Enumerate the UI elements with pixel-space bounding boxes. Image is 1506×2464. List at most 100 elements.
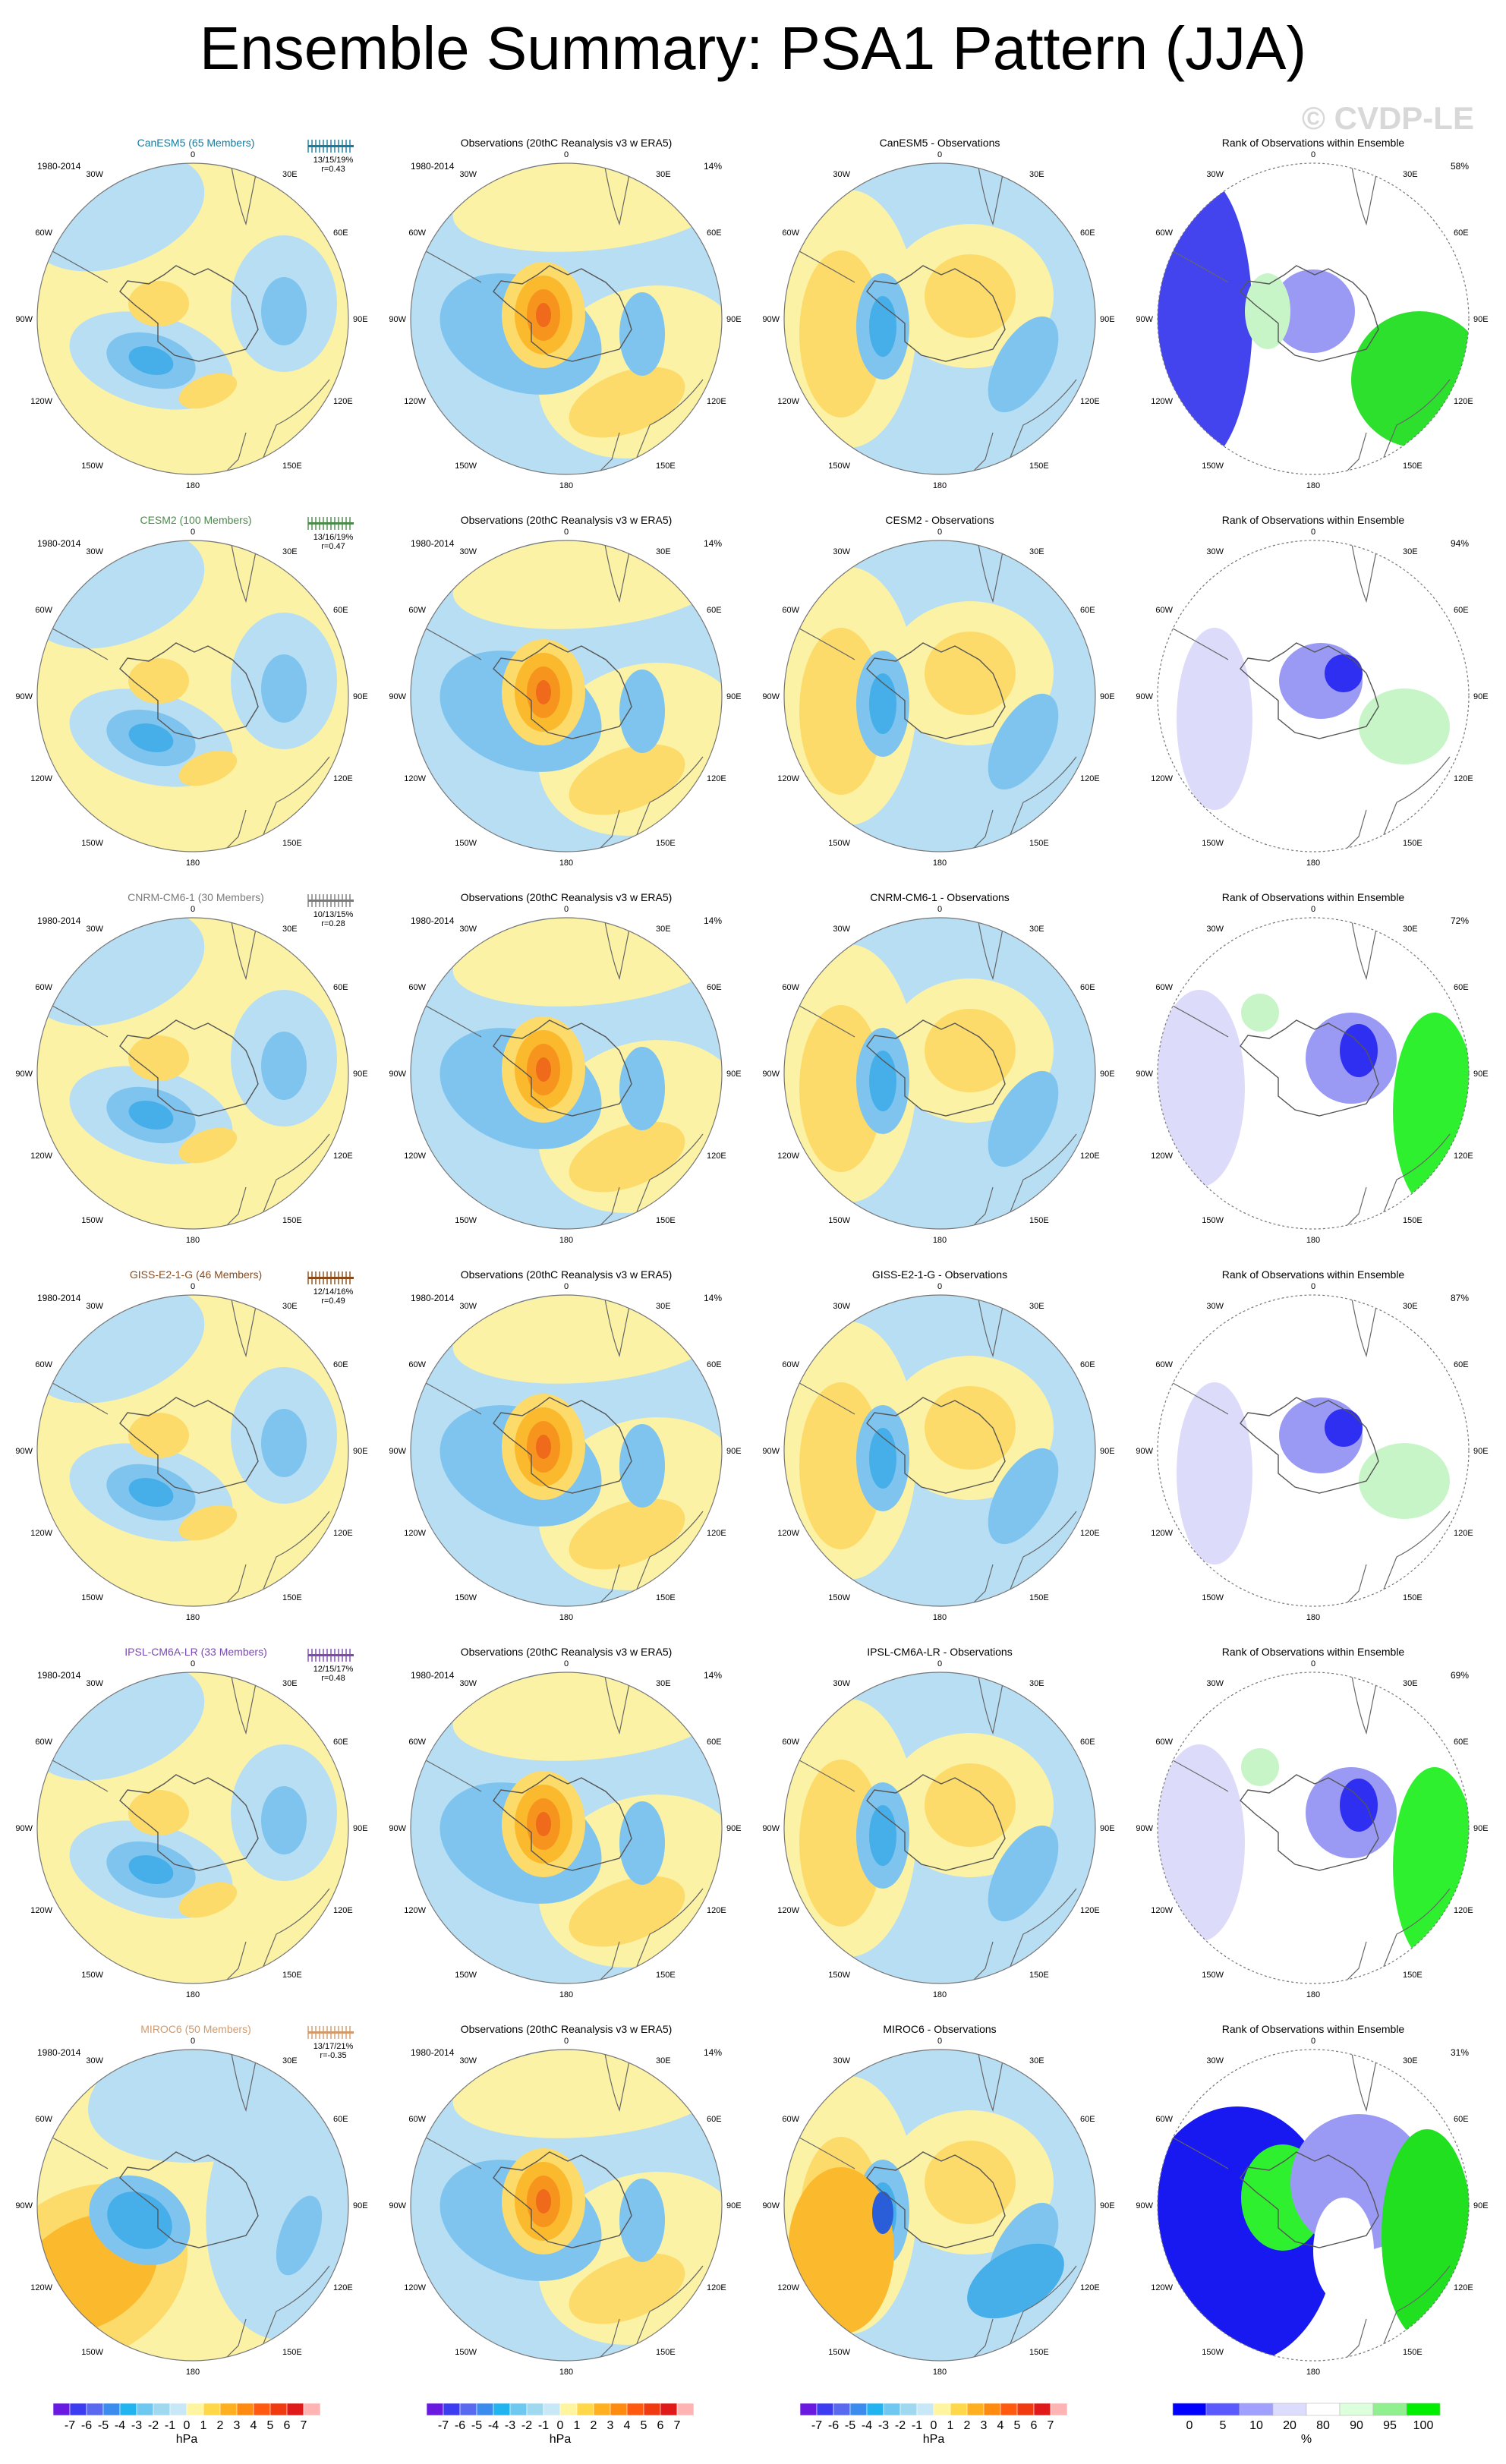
- australia-coastline: [260, 1888, 330, 1973]
- tick-label-150w: 150W: [455, 1216, 477, 1225]
- tick-label-120w: 120W: [777, 774, 799, 783]
- row-canesm5: CanESM5 (65 Members) 13/15/19%r=0.43 0 180 3…: [15, 137, 1488, 490]
- tick-label-60e: 60E: [333, 983, 348, 992]
- tick-label-0: 0: [1311, 150, 1315, 159]
- tick-label-90e: 90E: [1100, 1447, 1115, 1456]
- colorbar-swatch: [1205, 2403, 1240, 2416]
- tick-label-150e: 150E: [1403, 1971, 1423, 1980]
- correlation-label: r=0.28: [321, 919, 345, 928]
- africa-coastline: [603, 2050, 632, 2113]
- tick-label-0: 0: [564, 1282, 569, 1291]
- rank-cell: [1241, 994, 1279, 1032]
- tick-label-90w: 90W: [15, 692, 33, 701]
- contour-blue: [988, 1825, 1059, 1922]
- contour-yellow: [178, 1127, 238, 1164]
- tick-label-60w: 60W: [35, 983, 52, 992]
- colorbar-swatch: [303, 2403, 321, 2416]
- new-zealand-coastline: [973, 1186, 994, 1226]
- tick-label-180: 180: [559, 1990, 573, 1999]
- contour-blue: [128, 1477, 174, 1508]
- australia-coastline: [260, 1133, 330, 1218]
- tick-label-30w: 30W: [1206, 1302, 1224, 1311]
- contour-red: [536, 1435, 551, 1459]
- map-boundary: [410, 162, 723, 475]
- tick-label-0: 0: [191, 1659, 195, 1668]
- tick-label-150w: 150W: [1202, 1971, 1224, 1980]
- map-boundary: [1157, 540, 1470, 852]
- new-zealand-coastline: [226, 1186, 247, 1226]
- tick-label-90e: 90E: [353, 1447, 368, 1456]
- contour-red: [536, 1812, 551, 1836]
- period-label: 1980-2014: [411, 1670, 455, 1681]
- tick-label-150w: 150W: [828, 1971, 850, 1980]
- tick-label-90e: 90E: [726, 692, 742, 701]
- tick-label-150w: 150W: [828, 2348, 850, 2357]
- tick-label-150e: 150E: [1403, 462, 1423, 471]
- antarctica-coastline: [1240, 642, 1379, 739]
- tick-label-90w: 90W: [15, 1447, 33, 1456]
- tick-label-30e: 30E: [282, 2056, 298, 2065]
- tick-label-120w: 120W: [1151, 2283, 1173, 2292]
- stats-label: 13/16/19%: [313, 533, 354, 542]
- map-field: [37, 1672, 348, 1983]
- tick-label-90e: 90E: [1100, 1824, 1115, 1833]
- tick-label-150e: 150E: [656, 839, 676, 848]
- rank-cell: [1340, 1779, 1378, 1832]
- colorbar-swatch: [219, 2403, 238, 2416]
- contour-yellow: [569, 744, 685, 815]
- tick-label-30w: 30W: [1206, 2056, 1224, 2065]
- tick-label-60w: 60W: [1155, 983, 1173, 992]
- rank-cell: [1351, 311, 1469, 448]
- tick-label-0: 0: [937, 1282, 942, 1291]
- contour-blue: [619, 1424, 665, 1508]
- tick-label-0: 0: [564, 905, 569, 914]
- colorbar-swatch: [426, 2403, 444, 2416]
- tick-label-60e: 60E: [1080, 983, 1095, 992]
- colorbar-tick: 5: [1220, 2419, 1227, 2432]
- colorbar-tick: 5: [267, 2419, 274, 2432]
- tick-label-90w: 90W: [762, 315, 780, 324]
- colorbar-swatch: [559, 2403, 578, 2416]
- map-field: [411, 918, 722, 1229]
- tick-label-120e: 120E: [333, 397, 353, 406]
- tick-label-30w: 30W: [86, 2056, 103, 2065]
- colorbar-tick: 20: [1283, 2419, 1296, 2432]
- contour-blue: [261, 1409, 307, 1477]
- tick-label-150e: 150E: [1029, 839, 1049, 848]
- tick-label-60w: 60W: [408, 983, 426, 992]
- contour-yellow: [178, 750, 238, 786]
- difference-title: CNRM-CM6-1 - Observations: [870, 891, 1010, 903]
- tick-label-30e: 30E: [656, 170, 671, 179]
- tick-label-90w: 90W: [389, 1824, 406, 1833]
- tick-label-180: 180: [1306, 1613, 1320, 1622]
- contour-yellow: [128, 1413, 189, 1458]
- rank-cell: [1158, 175, 1252, 463]
- tick-label-150w: 150W: [828, 1593, 850, 1602]
- new-zealand-coastline: [973, 1564, 994, 1603]
- antarctica-coastline: [493, 1774, 632, 1871]
- colorbar-tick: 1: [574, 2419, 581, 2432]
- tick-label-120e: 120E: [1454, 1529, 1473, 1538]
- tick-label-90e: 90E: [1100, 2201, 1115, 2210]
- colorbar-tick: 2: [217, 2419, 224, 2432]
- tick-label-60e: 60E: [1080, 1360, 1095, 1369]
- contour-yellow: [178, 1505, 238, 1541]
- contour-blue: [128, 1100, 174, 1130]
- map-field: [784, 2050, 1095, 2361]
- map-field: [37, 540, 348, 852]
- tick-label-30e: 30E: [656, 925, 671, 934]
- tick-label-60w: 60W: [408, 606, 426, 615]
- contour-blue: [261, 1032, 307, 1100]
- colorbar-swatch: [1272, 2403, 1307, 2416]
- colorbar-swatch: [1239, 2403, 1274, 2416]
- tick-label-0: 0: [937, 2037, 942, 2046]
- tick-label-30e: 30E: [282, 170, 298, 179]
- tick-label-120e: 120E: [1454, 1906, 1473, 1915]
- tick-label-30e: 30E: [1403, 547, 1418, 556]
- tick-label-150w: 150W: [828, 462, 850, 471]
- tick-label-150w: 150W: [1202, 462, 1224, 471]
- row-cnrm-cm6-1: CNRM-CM6-1 (30 Members) 10/13/15%r=0.28 0 1…: [15, 891, 1488, 1245]
- new-zealand-coastline: [600, 1941, 620, 1980]
- tick-label-30e: 30E: [656, 1302, 671, 1311]
- colorbar-swatch: [1306, 2403, 1341, 2416]
